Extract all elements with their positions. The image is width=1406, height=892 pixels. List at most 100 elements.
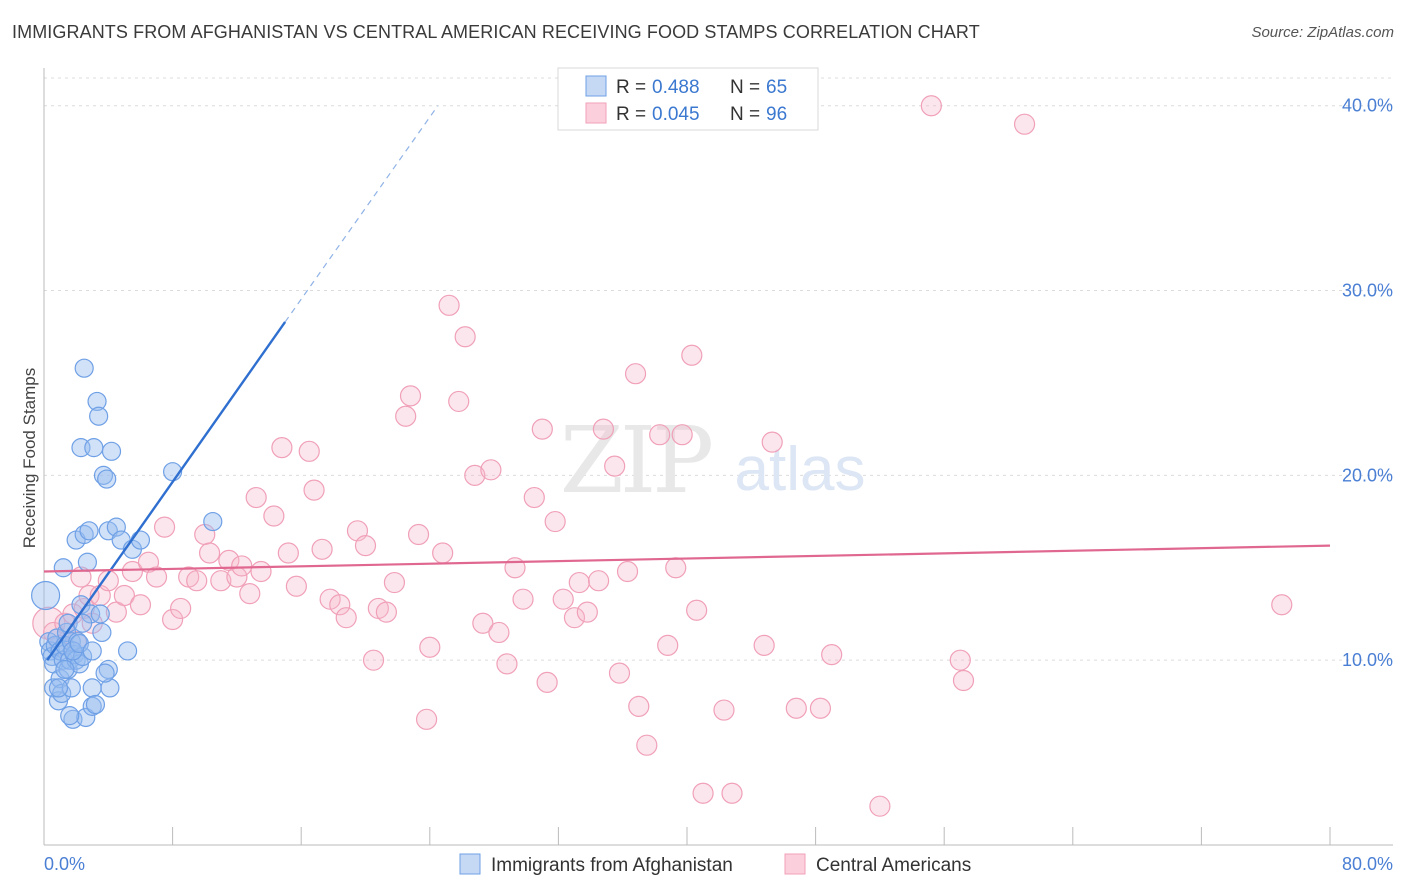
central-americans-point	[523, 486, 545, 509]
legend-n-pink: 96	[766, 104, 787, 125]
watermark-zip: ZIP	[560, 407, 711, 514]
central-americans-point	[407, 523, 430, 546]
afghanistan-point	[55, 659, 75, 680]
watermark-atlas: atlas	[735, 435, 866, 504]
legend-r-label-pink: R =	[616, 104, 646, 125]
legend-swatch-blue	[585, 75, 607, 97]
legend-r-blue: 0.488	[652, 77, 700, 98]
legend-n-label-blue: N =	[730, 77, 760, 98]
afghanistan-point	[87, 391, 107, 412]
series-swatch-blue	[459, 853, 481, 875]
central-americans-point	[628, 695, 650, 717]
afghanistan-point	[101, 441, 122, 461]
central-americans-point	[869, 795, 891, 817]
central-americans-point	[399, 385, 422, 407]
central-americans-point	[464, 464, 486, 486]
central-americans-point	[761, 431, 783, 453]
afghanistan-point	[97, 469, 117, 489]
central-americans-point	[354, 534, 377, 557]
central-americans-point	[608, 662, 631, 684]
central-americans-point	[552, 588, 574, 610]
series-label-blue: Immigrants from Afghanistan	[491, 855, 733, 876]
afghanistan-point	[100, 678, 120, 698]
afghanistan-point	[77, 552, 98, 572]
central-americans-point	[362, 649, 385, 671]
central-americans-point	[70, 566, 92, 588]
legend-swatch-pink	[585, 102, 607, 124]
afghanistan-point	[76, 707, 96, 728]
central-americans-point	[129, 594, 152, 616]
central-americans-point	[448, 390, 470, 413]
central-americans-point	[920, 95, 942, 117]
central-americans-point	[604, 455, 626, 477]
y-tick-label-1: 20.0%	[1342, 465, 1393, 485]
central-americans-point	[271, 437, 293, 459]
afghanistan-point	[63, 641, 83, 661]
afghanistan-point	[85, 694, 106, 715]
series-legend: Immigrants from Afghanistan Central Amer…	[459, 853, 971, 876]
legend-n-blue: 65	[766, 77, 787, 98]
afghanistan-point	[93, 465, 114, 485]
central-americans-point	[568, 571, 590, 594]
legend-n-label-pink: N =	[730, 104, 760, 125]
central-americans-point	[245, 486, 267, 509]
central-americans-point	[649, 424, 671, 446]
central-americans-point	[671, 424, 693, 446]
series-label-pink: Central Americans	[816, 855, 971, 876]
chart-title: IMMIGRANTS FROM AFGHANISTAN VS CENTRAL A…	[12, 22, 980, 42]
y-tick-labels: 10.0% 20.0% 30.0% 40.0%	[1342, 96, 1393, 670]
central-americans-point	[587, 570, 610, 592]
legend-r-pink: 0.045	[652, 104, 700, 125]
afghanistan-point	[74, 358, 94, 378]
central-americans-point	[563, 607, 586, 629]
afghanistan-point	[98, 659, 118, 680]
central-americans-point	[319, 588, 341, 610]
afghanistan-point	[90, 604, 110, 624]
central-americans-point	[692, 782, 714, 804]
afghanistan-point	[82, 678, 102, 698]
y-tick-label-3: 40.0%	[1342, 96, 1393, 116]
central-americans-point	[686, 599, 708, 621]
central-americans-point	[809, 697, 832, 719]
afghanistan-point	[89, 406, 109, 426]
afghanistan-point	[31, 580, 61, 611]
afghanistan-point	[84, 438, 104, 458]
central-americans-point	[298, 440, 320, 462]
central-americans-point	[121, 560, 144, 583]
central-americans-point	[1013, 113, 1036, 135]
central-americans-point	[665, 557, 687, 579]
afghanistan-trend-line	[46, 321, 287, 661]
central-americans-point	[480, 459, 502, 481]
afghanistan-point	[60, 706, 80, 726]
central-americans-point	[488, 621, 510, 644]
afghanistan-trend-extension	[284, 105, 439, 323]
central-americans-trend-line	[43, 544, 1331, 573]
afghanistan-point	[92, 622, 112, 643]
central-americans-point	[277, 542, 299, 564]
afghanistan-point	[95, 663, 115, 683]
legend-r-label-blue: R =	[616, 77, 646, 98]
central-americans-point	[496, 653, 518, 675]
central-americans-point	[821, 644, 843, 666]
y-axis-label: Receiving Food Stamps	[20, 368, 39, 548]
central-americans-point	[576, 601, 598, 623]
central-americans-point	[198, 542, 221, 564]
central-americans-point	[1271, 594, 1293, 616]
afghanistan-points	[31, 358, 223, 729]
central-americans-point	[785, 697, 807, 719]
central-americans-point	[415, 708, 438, 730]
central-americans-point	[472, 612, 494, 634]
x-tick-max: 80.0%	[1342, 854, 1393, 874]
x-tick-min: 0.0%	[44, 854, 85, 874]
series-swatch-pink	[784, 853, 806, 875]
central-americans-point	[657, 634, 679, 656]
central-americans-point	[438, 294, 460, 316]
afghanistan-point	[52, 683, 72, 704]
central-americans-point	[170, 597, 192, 620]
afghanistan-point	[203, 511, 223, 532]
y-tick-label-0: 10.0%	[1342, 650, 1393, 670]
central-americans-point	[531, 418, 553, 440]
central-americans-point	[335, 607, 357, 629]
central-americans-point	[544, 510, 566, 533]
